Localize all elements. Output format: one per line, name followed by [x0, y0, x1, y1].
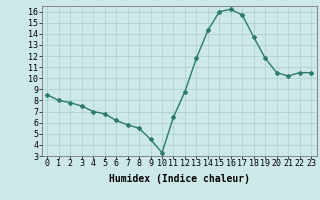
X-axis label: Humidex (Indice chaleur): Humidex (Indice chaleur) [109, 174, 250, 184]
